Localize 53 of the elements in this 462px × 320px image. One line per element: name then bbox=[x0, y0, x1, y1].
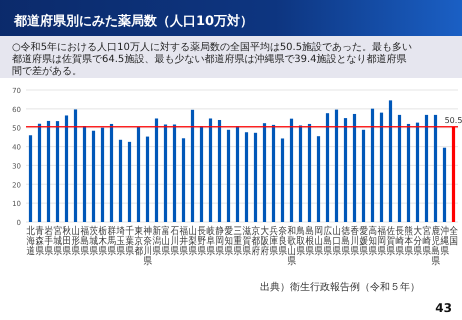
x-tick-label: 香川県 bbox=[350, 225, 359, 258]
x-tick-label: 奈良県 bbox=[278, 225, 287, 258]
x-tick-label: 福島県 bbox=[80, 225, 89, 258]
x-tick-label: 福井県 bbox=[179, 225, 188, 258]
x-tick-label: 山口県 bbox=[332, 225, 341, 258]
x-tick-label: 鹿児島県 bbox=[431, 225, 440, 268]
x-tick-label: 北海道 bbox=[26, 225, 35, 258]
x-tick-label: 富山県 bbox=[161, 225, 170, 258]
x-tick-label: 千葉県 bbox=[125, 225, 134, 258]
x-tick-label: 神奈川県 bbox=[143, 225, 152, 268]
x-tick-label: 沖縄県 bbox=[439, 225, 449, 258]
x-tick-label: 大分県 bbox=[413, 225, 422, 258]
x-tick-label: 京都府 bbox=[251, 225, 260, 258]
text: 43 bbox=[435, 301, 452, 315]
data-label: 50.5 bbox=[444, 116, 462, 125]
x-tick-label: 徳島県 bbox=[341, 225, 350, 258]
x-tick-label: 長崎県 bbox=[395, 225, 404, 258]
x-tick-label: 新潟県 bbox=[152, 225, 161, 258]
x-tick-label: 群馬県 bbox=[106, 225, 116, 258]
x-tick-label: 大阪府 bbox=[260, 225, 269, 258]
x-tick-label: 宮城県 bbox=[52, 225, 62, 258]
x-tick-label: 滋賀県 bbox=[242, 225, 251, 258]
x-tick-label: 福岡県 bbox=[377, 225, 386, 258]
x-tick-label: 高知県 bbox=[368, 225, 377, 258]
x-tick-label: 岐阜県 bbox=[206, 225, 215, 258]
x-tick-label: 愛媛県 bbox=[359, 225, 368, 258]
x-tick-label: 熊本県 bbox=[404, 225, 413, 258]
source-note: 出典）衛生行政報告例（令和５年） bbox=[260, 281, 420, 293]
x-tick-label: 秋田県 bbox=[62, 225, 71, 258]
x-tick-label: 愛知県 bbox=[224, 225, 233, 258]
x-tick-label: 兵庫県 bbox=[269, 225, 278, 258]
x-tick-label: 長野県 bbox=[197, 225, 206, 258]
x-tick-label: 和歌山県 bbox=[287, 225, 296, 268]
title: 都道府県別にみた薬局数（人口10万対） bbox=[14, 14, 254, 29]
x-tick-label: 山梨県 bbox=[188, 225, 197, 258]
x-tick-label: 静岡県 bbox=[215, 225, 224, 258]
x-tick-label: 鳥取県 bbox=[295, 225, 305, 258]
x-tick-label: 岩手県 bbox=[44, 225, 53, 258]
x-tick-label: 東京都 bbox=[134, 225, 143, 258]
x-tick-label: 島根県 bbox=[305, 225, 314, 258]
x-tick-label: 石川県 bbox=[170, 225, 179, 258]
x-tick-label: 三重県 bbox=[233, 225, 242, 258]
x-tick-label: 岡山県 bbox=[314, 225, 323, 258]
x-tick-label: 茨城県 bbox=[88, 225, 98, 258]
x-tick-label: 埼玉県 bbox=[115, 225, 125, 258]
x-tick-label: 栃木県 bbox=[98, 225, 107, 258]
subtitle: ○令和5年における人口10万人に対する薬局数の全国平均は50.5施設であった。最も多い都道府県は佐賀県で64.5施設、最も少ない都道府県は沖縄県で39.4施設となり都道府県間で差がある。 bbox=[12, 42, 412, 77]
x-tick-label: 佐賀県 bbox=[386, 225, 395, 258]
x-tick-label: 全国 bbox=[449, 225, 458, 248]
x-tick-label: 宮崎県 bbox=[422, 225, 431, 258]
x-tick-label: 広島県 bbox=[323, 225, 332, 258]
x-tick-label: 青森県 bbox=[35, 225, 44, 258]
x-tick-label: 山形県 bbox=[71, 225, 80, 258]
